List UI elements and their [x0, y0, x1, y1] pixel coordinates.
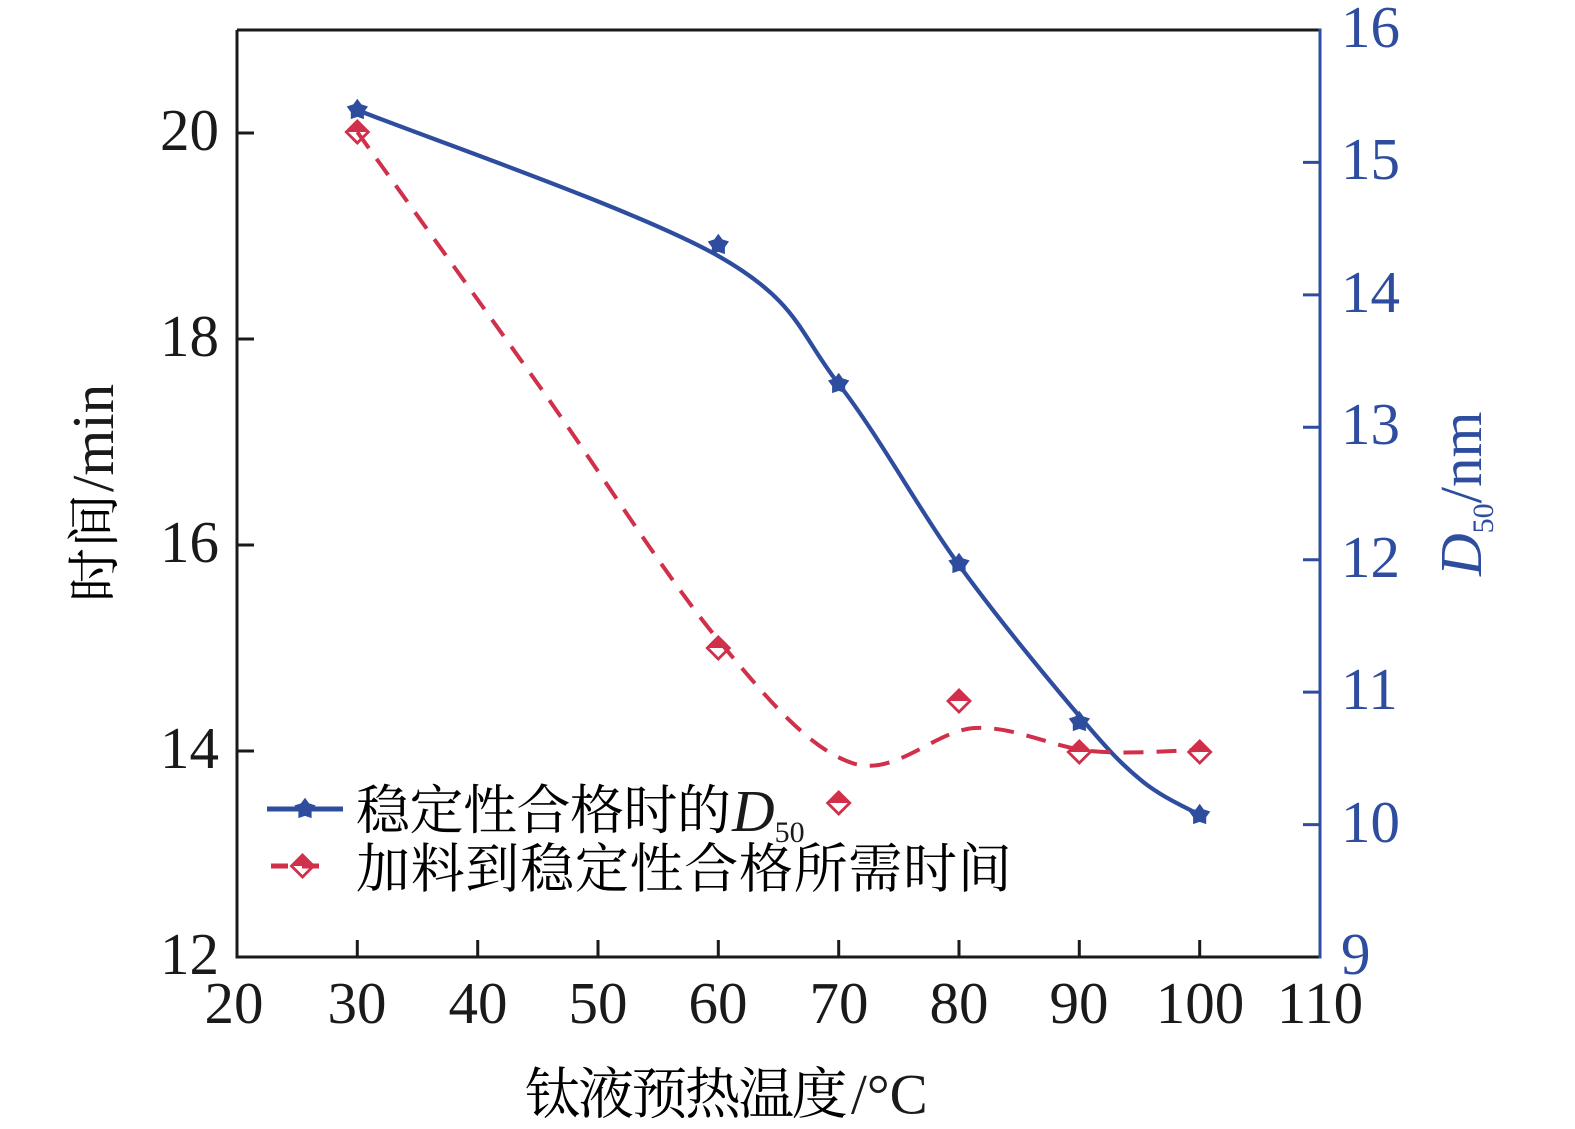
- svg-text:14: 14: [1341, 259, 1400, 325]
- svg-text:16: 16: [160, 509, 219, 575]
- svg-text:20: 20: [205, 970, 264, 1036]
- svg-text:10: 10: [1341, 789, 1400, 855]
- svg-text:40: 40: [449, 970, 508, 1036]
- svg-text:30: 30: [328, 970, 387, 1036]
- svg-text:/°C: /°C: [851, 1064, 928, 1127]
- svg-text:D50: D50: [731, 778, 805, 849]
- svg-text:90: 90: [1050, 970, 1109, 1036]
- svg-text:15: 15: [1341, 126, 1400, 192]
- svg-text:11: 11: [1341, 656, 1398, 722]
- svg-text:50: 50: [569, 970, 628, 1036]
- svg-text:18: 18: [160, 303, 219, 369]
- svg-text:100: 100: [1156, 970, 1245, 1036]
- svg-text:20: 20: [160, 97, 219, 163]
- svg-text:D50/nm: D50/nm: [1428, 412, 1500, 577]
- svg-text:13: 13: [1341, 391, 1400, 457]
- svg-text:12: 12: [160, 921, 219, 987]
- svg-text:60: 60: [689, 970, 748, 1036]
- svg-text:80: 80: [930, 970, 989, 1036]
- svg-text:12: 12: [1341, 524, 1400, 590]
- svg-text:110: 110: [1277, 970, 1363, 1036]
- svg-text:/min: /min: [60, 384, 126, 492]
- svg-text:9: 9: [1341, 921, 1371, 987]
- svg-text:14: 14: [160, 715, 219, 781]
- svg-text:16: 16: [1341, 0, 1400, 60]
- svg-text:70: 70: [810, 970, 869, 1036]
